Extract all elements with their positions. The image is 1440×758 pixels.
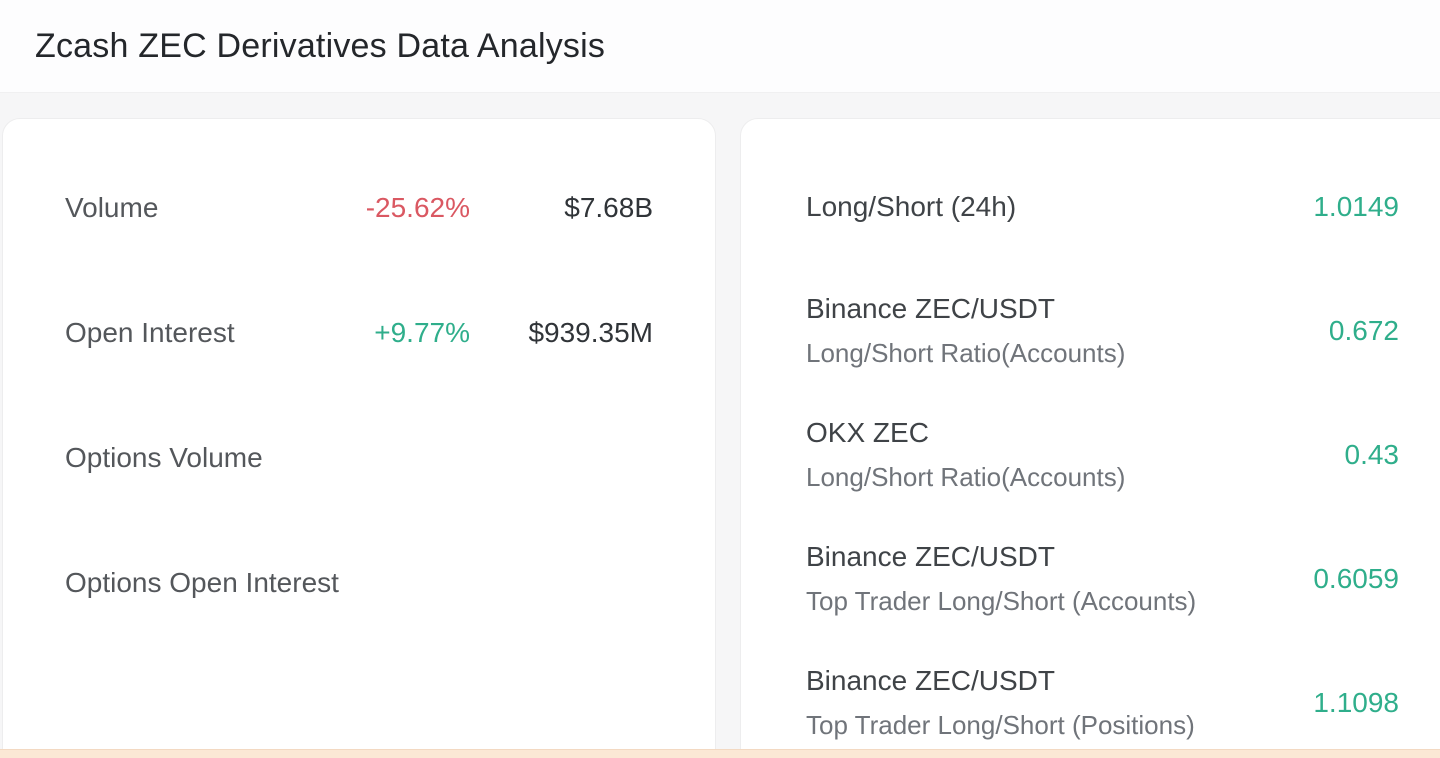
long-short-ratio-card: Long/Short (24h) 1.0149 Binance ZEC/USDT… bbox=[740, 118, 1440, 758]
ratio-labels: OKX ZEC Long/Short Ratio(Accounts) bbox=[806, 417, 1325, 493]
metric-value: $939.35M bbox=[528, 316, 653, 348]
ratio-value: 0.6059 bbox=[1313, 563, 1399, 594]
ratio-label: Binance ZEC/USDT bbox=[806, 665, 1055, 696]
bottom-banner-edge bbox=[0, 749, 1440, 758]
derivatives-row-volume[interactable]: Volume -25.62% $7.68B bbox=[65, 145, 653, 270]
ratio-labels: Binance ZEC/USDT Top Trader Long/Short (… bbox=[806, 541, 1293, 617]
ratio-labels: Binance ZEC/USDT Long/Short Ratio(Accoun… bbox=[806, 293, 1309, 369]
page-header: Zcash ZEC Derivatives Data Analysis bbox=[0, 0, 1440, 93]
ratio-value: 0.43 bbox=[1344, 439, 1400, 470]
metric-label: Open Interest bbox=[65, 316, 235, 348]
ratio-value: 0.672 bbox=[1328, 315, 1399, 346]
ratio-label: Long/Short (24h) bbox=[806, 191, 1017, 222]
derivatives-summary-card: Volume -25.62% $7.68B Open Interest +9.7… bbox=[2, 118, 716, 758]
ratio-row-binance-top-trader-accounts[interactable]: Binance ZEC/USDT Top Trader Long/Short (… bbox=[806, 517, 1399, 641]
ratio-row-long-short-24h[interactable]: Long/Short (24h) 1.0149 bbox=[806, 145, 1399, 269]
ratio-row-okx-accounts[interactable]: OKX ZEC Long/Short Ratio(Accounts) 0.43 bbox=[806, 393, 1399, 517]
ratio-labels: Long/Short (24h) bbox=[806, 191, 1293, 223]
ratio-value: 1.0149 bbox=[1313, 191, 1399, 222]
page-title: Zcash ZEC Derivatives Data Analysis bbox=[35, 26, 606, 65]
ratio-row-binance-accounts[interactable]: Binance ZEC/USDT Long/Short Ratio(Accoun… bbox=[806, 269, 1399, 393]
metric-label: Options Volume bbox=[65, 441, 263, 473]
ratio-row-binance-top-trader-positions[interactable]: Binance ZEC/USDT Top Trader Long/Short (… bbox=[806, 641, 1399, 758]
ratio-label: Binance ZEC/USDT bbox=[806, 541, 1055, 572]
ratio-sublabel: Top Trader Long/Short (Accounts) bbox=[806, 586, 1197, 616]
metric-label: Options Open Interest bbox=[65, 566, 339, 598]
ratio-sublabel: Long/Short Ratio(Accounts) bbox=[806, 338, 1126, 368]
derivatives-row-options-volume[interactable]: Options Volume bbox=[65, 395, 653, 520]
metric-change: -25.62% bbox=[365, 191, 470, 223]
ratio-label: Binance ZEC/USDT bbox=[806, 293, 1055, 324]
ratio-sublabel: Long/Short Ratio(Accounts) bbox=[806, 462, 1126, 492]
metric-change: +9.77% bbox=[374, 316, 470, 348]
metric-label: Volume bbox=[65, 191, 159, 223]
metric-value: $7.68B bbox=[564, 191, 653, 223]
ratio-label: OKX ZEC bbox=[806, 417, 929, 448]
derivatives-row-options-open-interest[interactable]: Options Open Interest bbox=[65, 520, 653, 645]
ratio-value: 1.1098 bbox=[1313, 687, 1399, 718]
ratio-labels: Binance ZEC/USDT Top Trader Long/Short (… bbox=[806, 665, 1293, 741]
derivatives-row-open-interest[interactable]: Open Interest +9.77% $939.35M bbox=[65, 270, 653, 395]
ratio-sublabel: Top Trader Long/Short (Positions) bbox=[806, 710, 1195, 740]
